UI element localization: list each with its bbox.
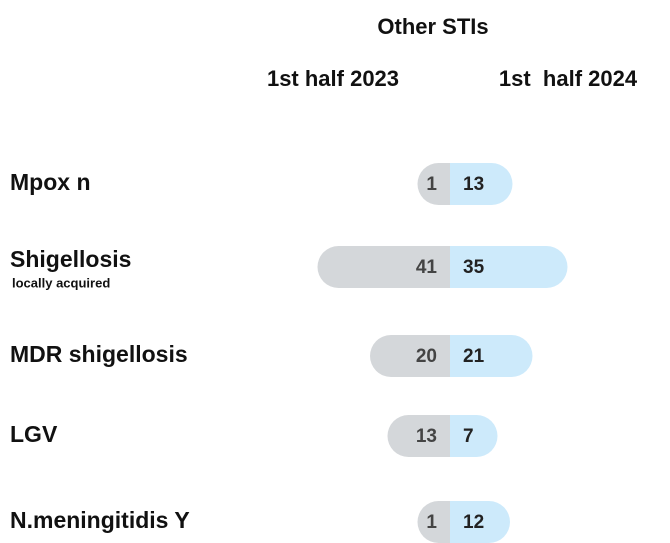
- category-label: MDR shigellosis: [10, 341, 188, 367]
- value-label: 35: [463, 257, 485, 278]
- bar: [417, 163, 450, 205]
- category-label: N.meningitidis Y: [10, 507, 190, 533]
- bar: [317, 246, 450, 288]
- value-label: 7: [463, 426, 474, 447]
- bar: [370, 335, 450, 377]
- value-label: 21: [463, 346, 485, 367]
- bar: [387, 415, 450, 457]
- bar: [450, 501, 510, 543]
- value-label: 12: [463, 512, 484, 533]
- series-header: 1st half 2023: [267, 66, 399, 91]
- category-note: locally acquired: [12, 275, 110, 290]
- value-label: 20: [416, 346, 437, 367]
- bar: [450, 415, 498, 457]
- value-label: 1: [426, 512, 437, 533]
- bar: [450, 163, 513, 205]
- value-label: 41: [416, 257, 438, 278]
- series-header: 1st half 2024: [499, 66, 638, 91]
- value-label: 13: [416, 426, 437, 447]
- value-label: 1: [426, 174, 437, 195]
- category-label: LGV: [10, 421, 58, 447]
- value-label: 13: [463, 174, 484, 195]
- category-label: Mpox n: [10, 169, 91, 195]
- bar: [450, 335, 533, 377]
- bar: [450, 246, 568, 288]
- category-label: Shigellosis: [10, 246, 131, 272]
- chart-title: Other STIs: [377, 14, 488, 39]
- bar: [417, 501, 450, 543]
